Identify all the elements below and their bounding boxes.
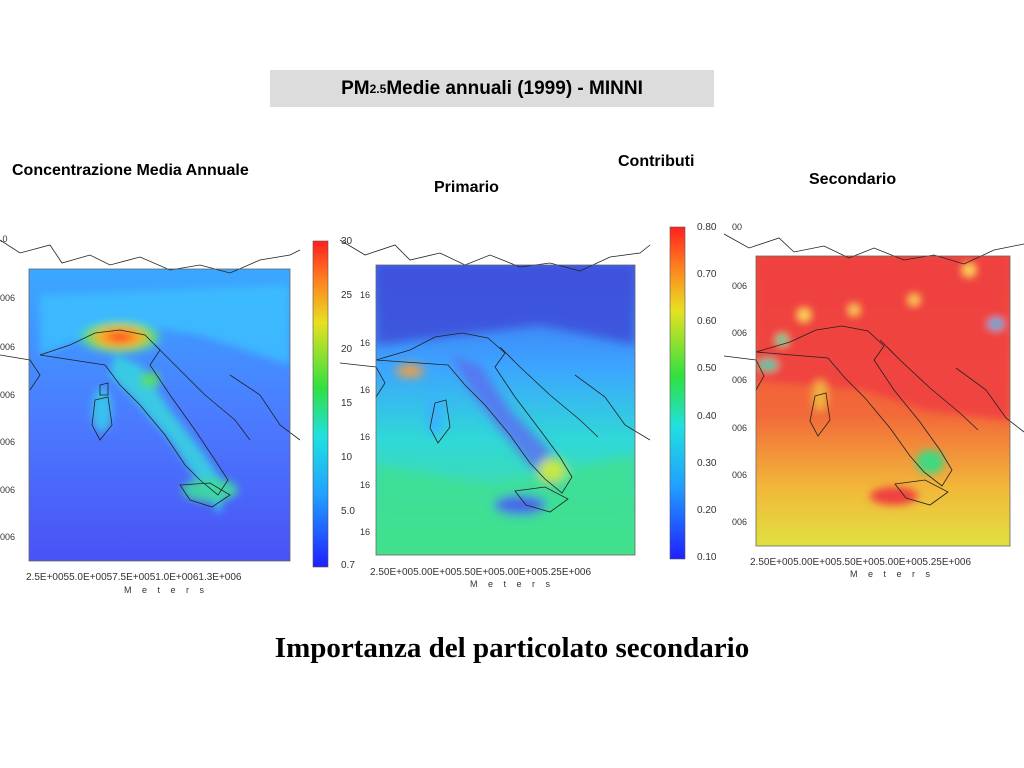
colorbar-tick-label: 25 [341, 290, 353, 301]
label-contributi: Contributi [618, 153, 695, 170]
colorbar-tick-label: 10 [341, 452, 353, 463]
colorbar-tick-label: 30 [341, 236, 353, 247]
map1-ytick: 006 [0, 437, 16, 447]
colorbar-tick-label: 0.30 [697, 457, 717, 469]
map1-ytick: 006 [0, 293, 16, 303]
colorbar-tick-label: 0.20 [697, 504, 717, 516]
map1-ytick: 006 [0, 532, 16, 542]
colorbar-tick-label: 0.7 [341, 560, 355, 571]
map2-ytick: 16 [360, 338, 371, 348]
map3-x-ticks: 2.50E+005.00E+005.50E+005.00E+005.25E+00… [750, 557, 972, 568]
map3-ytick: 006 [732, 517, 748, 527]
title-rest: Medie annuali (1999) - MINNI [386, 77, 643, 99]
colorbar-tick-label: 0.40 [697, 410, 717, 422]
page-title: PM 2.5 Medie annuali (1999) - MINNI [270, 70, 714, 107]
map2-ytick: 16 [360, 480, 371, 490]
colorbar-annual [312, 240, 329, 568]
map-secondario [723, 233, 1024, 547]
colorbar-tick-label: 20 [341, 344, 353, 355]
colorbar-tick-label: 0.10 [697, 552, 717, 563]
colorbar-tick-label: 0.50 [697, 363, 717, 375]
map-annual-mean [0, 239, 301, 562]
map3-ytick: 006 [732, 281, 748, 291]
map2-x-label: M e t e r s [470, 579, 555, 589]
title-pm: PM [341, 77, 370, 99]
label-secondario: Secondario [809, 171, 897, 188]
map1-x-ticks: 2.5E+0055.0E+0057.5E+0051.0E+0061.3E+006 [26, 572, 242, 583]
colorbar-tick-label: 0.60 [697, 316, 717, 328]
colorbar-tick-label: 0.80 [697, 222, 717, 233]
map-primario [339, 239, 651, 556]
map1-ytick: 006 [0, 342, 16, 352]
map2-ytick: 16 [360, 290, 371, 300]
map2-ytick: 16 [360, 432, 371, 442]
map3-ytick: 006 [732, 328, 748, 338]
colorbar-tick-label: 15 [341, 398, 353, 409]
map3-ytick: 006 [732, 375, 748, 385]
map3-ytick: 006 [732, 423, 748, 433]
map1-x-label: M e t e r s [124, 585, 209, 595]
footer-caption: Importanza del particolato secondario [274, 632, 750, 664]
map2-x-ticks: 2.50E+005.00E+005.50E+005.00E+005.25E+00… [370, 567, 592, 578]
map2-ytick: 16 [360, 527, 371, 537]
map3-ytick: 006 [732, 470, 748, 480]
map3-ytick-top: 00 [732, 222, 743, 232]
map3-x-label: M e t e r s [850, 569, 935, 579]
map1-ytick: 006 [0, 390, 16, 400]
title-subscript: 2.5 [369, 81, 387, 96]
colorbar-tick-label: 5.0 [341, 506, 355, 517]
colorbar-contributi [669, 226, 686, 560]
label-annual-mean: Concentrazione Media Annuale [12, 162, 249, 179]
colorbar-tick-label: 0.70 [697, 269, 717, 281]
label-primario: Primario [434, 179, 499, 196]
map2-ytick: 16 [360, 385, 371, 395]
map1-ytick: 006 [0, 485, 16, 495]
map1-ytick-top: .0 [0, 234, 8, 244]
